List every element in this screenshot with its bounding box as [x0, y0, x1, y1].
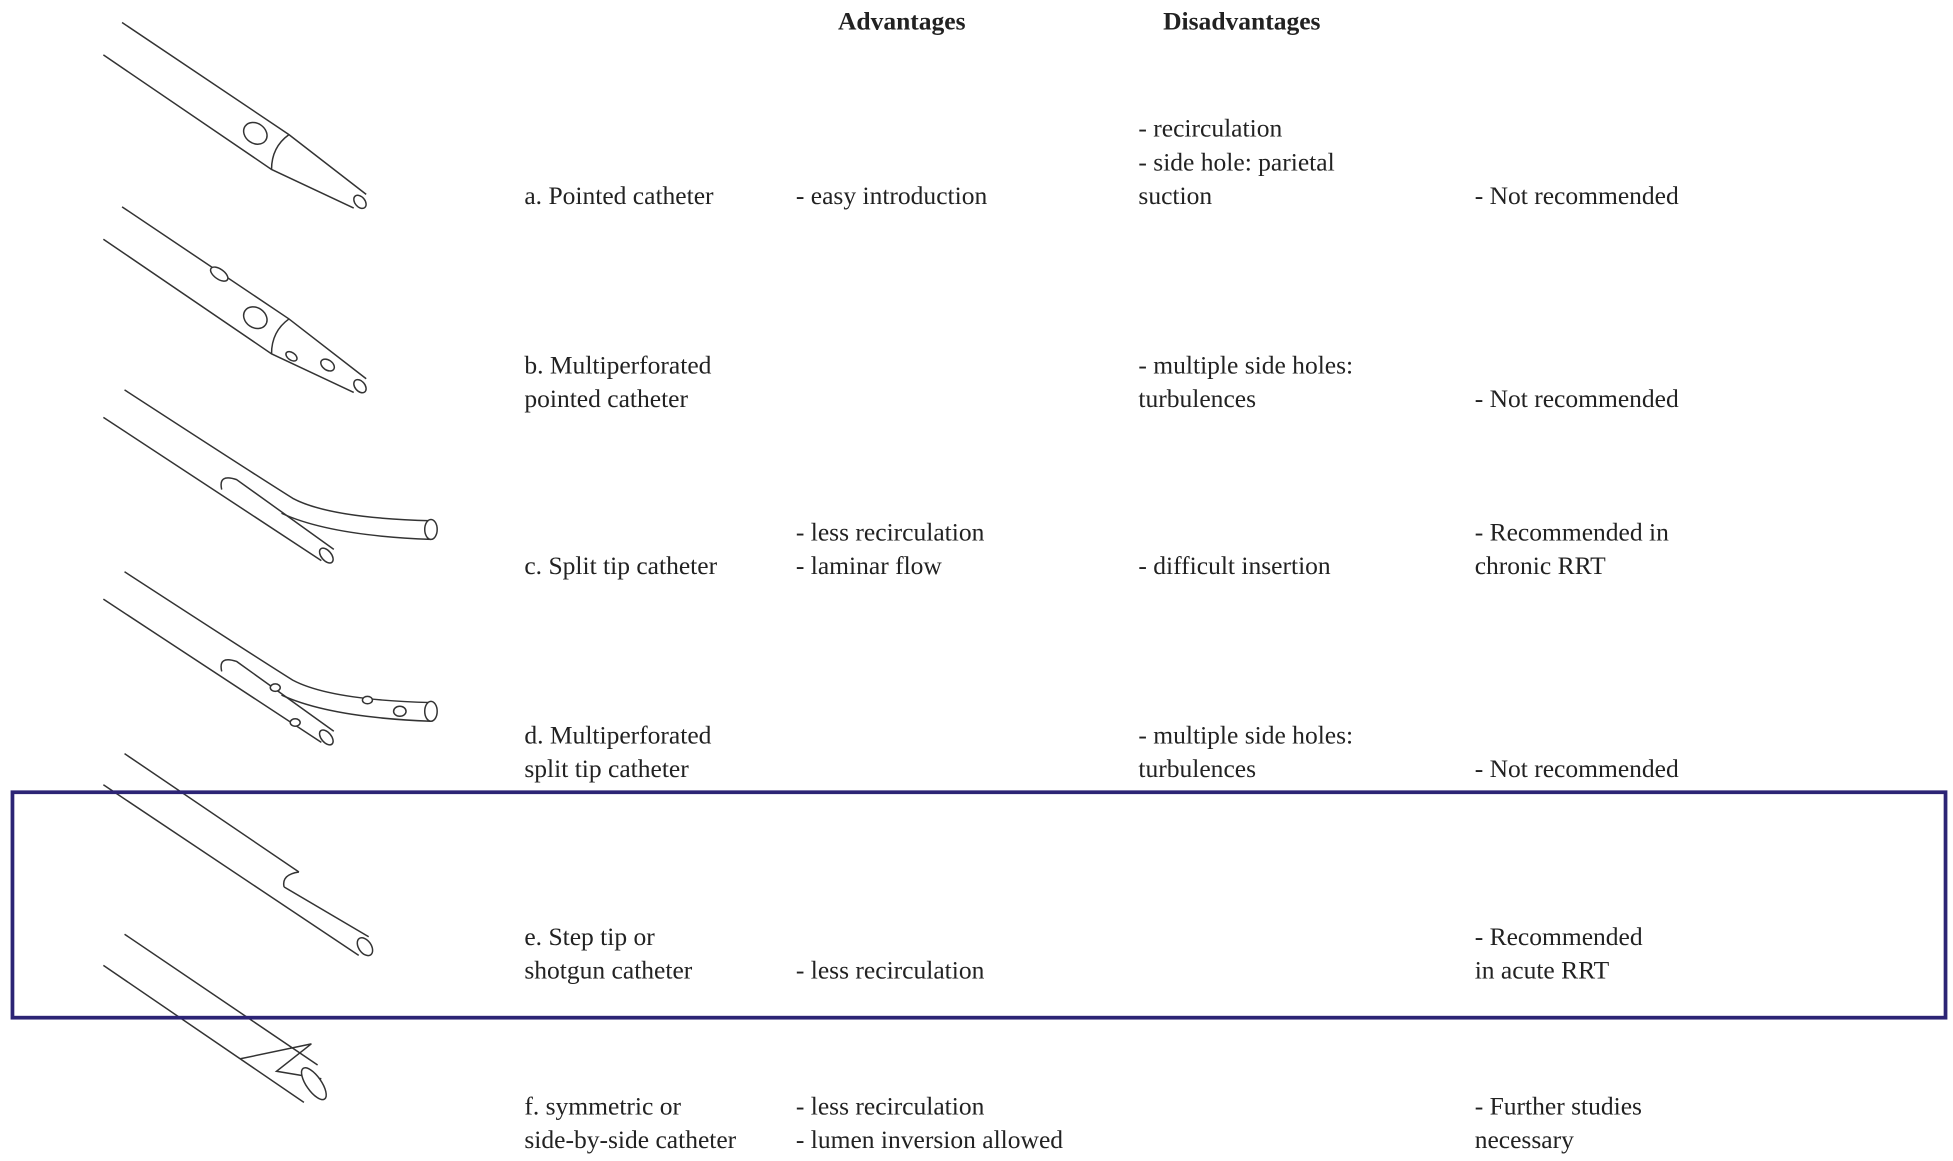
header-advantages: Advantages — [838, 7, 966, 36]
cell-recommendation: in acute RRT — [1475, 956, 1610, 985]
catheter-drawings — [102, 21, 438, 1103]
cell-name: f. symmetric or — [524, 1091, 681, 1120]
cell-recommendation: - Not recommended — [1475, 384, 1679, 413]
cell-disadvantages: - difficult insertion — [1138, 551, 1331, 580]
cell-advantages: - easy introduction — [796, 181, 988, 210]
cell-advantages: - laminar flow — [796, 551, 943, 580]
cell-name: d. Multiperforated — [524, 720, 711, 749]
highlight-box — [10, 790, 1948, 1020]
cell-disadvantages: - multiple side holes: — [1138, 350, 1353, 379]
cell-advantages: - less recirculation — [796, 1091, 985, 1120]
cell-recommendation: - Further studies — [1475, 1091, 1642, 1120]
cell-name: pointed catheter — [524, 384, 688, 413]
cell-advantages: - lumen inversion allowed — [796, 1125, 1063, 1154]
header-disadvantages: Disadvantages — [1163, 7, 1320, 36]
cell-advantages: - less recirculation — [796, 517, 985, 546]
cell-disadvantages: - multiple side holes: — [1138, 720, 1353, 749]
cell-name: e. Step tip or — [524, 922, 655, 951]
cell-recommendation: - Recommended — [1475, 922, 1643, 951]
cell-recommendation: - Recommended in — [1475, 517, 1669, 546]
cell-disadvantages: turbulences — [1138, 754, 1256, 783]
cell-name: split tip catheter — [524, 754, 689, 783]
cell-name: side-by-side catheter — [524, 1125, 736, 1154]
cell-name: a. Pointed catheter — [524, 181, 714, 210]
cell-disadvantages: turbulences — [1138, 384, 1256, 413]
cell-name: shotgun catheter — [524, 956, 692, 985]
cell-recommendation: chronic RRT — [1475, 551, 1606, 580]
cell-name: c. Split tip catheter — [524, 551, 717, 580]
cell-recommendation: - Not recommended — [1475, 754, 1679, 783]
cell-name: b. Multiperforated — [524, 350, 711, 379]
cell-recommendation: necessary — [1475, 1125, 1574, 1154]
cell-advantages: - less recirculation — [796, 956, 985, 985]
cell-disadvantages: - recirculation — [1138, 114, 1282, 143]
cell-disadvantages: - side hole: parietal — [1138, 147, 1334, 176]
cell-disadvantages: suction — [1138, 181, 1212, 210]
cell-recommendation: - Not recommended — [1475, 181, 1679, 210]
